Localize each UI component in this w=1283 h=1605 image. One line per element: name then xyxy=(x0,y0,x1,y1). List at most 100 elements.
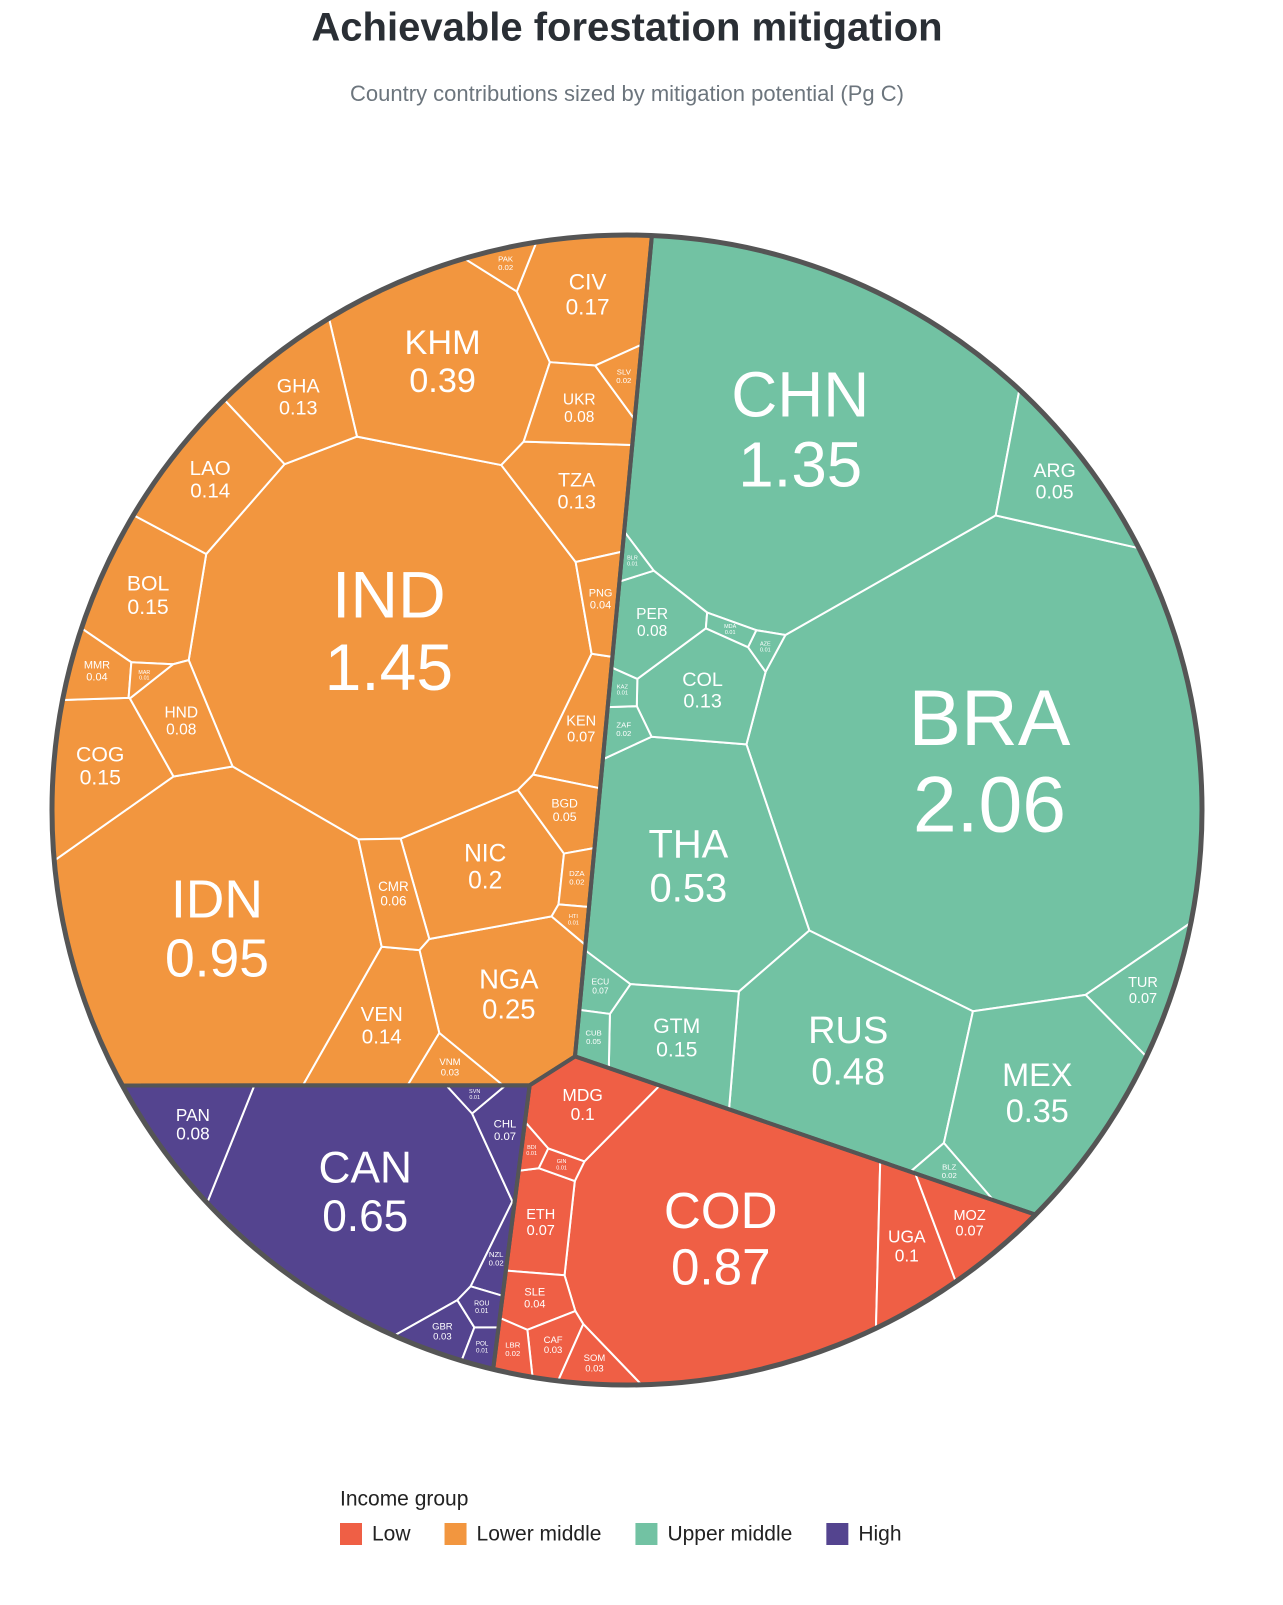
cell-label: VEN xyxy=(361,1003,403,1026)
cell-value: 0.07 xyxy=(592,986,609,996)
cell-label: LBR xyxy=(505,1341,520,1350)
cell-value: 0.07 xyxy=(494,1131,516,1143)
cell-value: 0.02 xyxy=(616,376,631,385)
cell-label: NGA xyxy=(479,963,539,994)
cell-label: THA xyxy=(648,823,728,867)
cell-value: 0.13 xyxy=(279,397,317,419)
cell-value: 0.01 xyxy=(475,1308,489,1315)
cell-label: MMR xyxy=(84,660,110,672)
cell-value: 1.35 xyxy=(738,428,862,500)
cell xyxy=(357,837,431,952)
cell-label: COG xyxy=(76,742,124,766)
cell-label: HND xyxy=(164,705,198,722)
cell-value: 0.07 xyxy=(1129,991,1157,1007)
cell-label: KEN xyxy=(566,713,596,729)
cell-value: 0.13 xyxy=(683,691,721,713)
cell-label: GTM xyxy=(653,1015,700,1038)
cell-label: MAR xyxy=(138,670,150,676)
cell-label: GBR xyxy=(432,1321,453,1332)
cell-value: 0.06 xyxy=(380,894,406,909)
cell-label: CHL xyxy=(494,1119,517,1131)
cell-label: CMR xyxy=(378,879,409,894)
cell-value: 0.07 xyxy=(527,1223,555,1239)
cell-value: 0.05 xyxy=(586,1037,601,1046)
cell-value: 0.14 xyxy=(362,1025,402,1048)
cell-label: CAF xyxy=(544,1335,563,1346)
cell xyxy=(704,611,758,649)
cell-label: BRA xyxy=(909,674,1071,762)
cell-value: 0.02 xyxy=(505,1349,520,1358)
cell-label: UKR xyxy=(563,392,596,409)
cell-label: TZA xyxy=(558,470,596,492)
cell-label: IDN xyxy=(171,871,263,930)
cell-value: 0.02 xyxy=(942,1171,957,1180)
cell-label: ETH xyxy=(526,1207,555,1223)
cell-label: ZAF xyxy=(616,720,631,729)
cell-label: MDG xyxy=(562,1085,602,1105)
legend-title: Income group xyxy=(340,1488,468,1511)
legend-swatch xyxy=(340,1523,362,1545)
cell-value: 0.01 xyxy=(725,630,736,636)
cell-value: 0.1 xyxy=(571,1104,595,1124)
cell-value: 0.15 xyxy=(127,595,168,619)
cell-label: CUB xyxy=(585,1028,601,1037)
cell-label: HTI xyxy=(569,914,579,920)
cell-value: 0.05 xyxy=(553,810,577,824)
cell-label: MEX xyxy=(1002,1057,1072,1093)
cell-value: 0.35 xyxy=(1006,1093,1069,1129)
cell-value: 0.39 xyxy=(409,362,476,400)
cell xyxy=(537,1147,586,1183)
cell-label: SOM xyxy=(584,1353,606,1364)
outer-border xyxy=(49,232,1205,1388)
cell-value: 0.04 xyxy=(86,672,107,684)
cell xyxy=(127,661,175,700)
group-borders xyxy=(49,232,1205,1388)
cell-value: 0.25 xyxy=(482,994,535,1025)
cell-value: 0.02 xyxy=(616,729,631,738)
chart-subtitle: Country contributions sized by mitigatio… xyxy=(350,81,904,106)
cell-label: TUR xyxy=(1128,975,1158,991)
legend-label: High xyxy=(858,1523,901,1546)
legend-label: Lower middle xyxy=(477,1523,602,1546)
cell-value: 0.04 xyxy=(524,1299,545,1311)
cell-label: SVN xyxy=(469,1089,480,1095)
cell-value: 0.02 xyxy=(489,1259,504,1268)
cell-label: PNG xyxy=(589,588,613,600)
cell-value: 0.07 xyxy=(955,1224,983,1240)
cell-label: KAZ xyxy=(617,684,629,690)
legend: Low Lower middle Upper middle High xyxy=(340,1523,902,1546)
cell-value: 0.1 xyxy=(895,1246,919,1266)
cell-value: 0.04 xyxy=(590,600,611,612)
cell-label: BLR xyxy=(627,556,638,562)
cell-label: AZE xyxy=(760,641,771,647)
cell-label: NIC xyxy=(464,840,506,867)
cell-value: 0.87 xyxy=(671,1238,771,1295)
cell-label: COD xyxy=(664,1182,778,1239)
legend-swatch xyxy=(635,1523,658,1545)
cell-label: UGA xyxy=(888,1227,926,1247)
cell-value: 0.03 xyxy=(433,1332,452,1343)
cell-value: 0.05 xyxy=(1036,481,1074,503)
cell-value: 0.01 xyxy=(617,691,628,697)
cell-label: ECU xyxy=(592,976,610,986)
cell-value: 0.01 xyxy=(139,676,149,682)
cell-value: 0.02 xyxy=(498,263,513,272)
legend-label: Low xyxy=(372,1523,411,1546)
cell-value: 0.15 xyxy=(80,766,121,790)
cell-label: ROU xyxy=(474,1300,489,1307)
cell-label: POL xyxy=(476,1340,489,1347)
legend-swatch xyxy=(444,1523,467,1545)
cell-label: BGD xyxy=(551,796,578,810)
cell-label: LAO xyxy=(190,457,231,480)
cell-value: 0.01 xyxy=(568,920,579,926)
cell-label: NZL xyxy=(489,1250,504,1259)
cell-value: 0.07 xyxy=(567,729,595,745)
chart-title: Achievable forestation mitigation xyxy=(311,6,942,50)
cell-value: 0.03 xyxy=(441,1068,460,1079)
cell-label: GHA xyxy=(277,376,321,398)
cell-value: 0.01 xyxy=(556,1165,567,1171)
cell-label: PAK xyxy=(498,254,514,263)
cell-value: 0.14 xyxy=(190,479,230,502)
cell-label: ARG xyxy=(1034,460,1076,482)
